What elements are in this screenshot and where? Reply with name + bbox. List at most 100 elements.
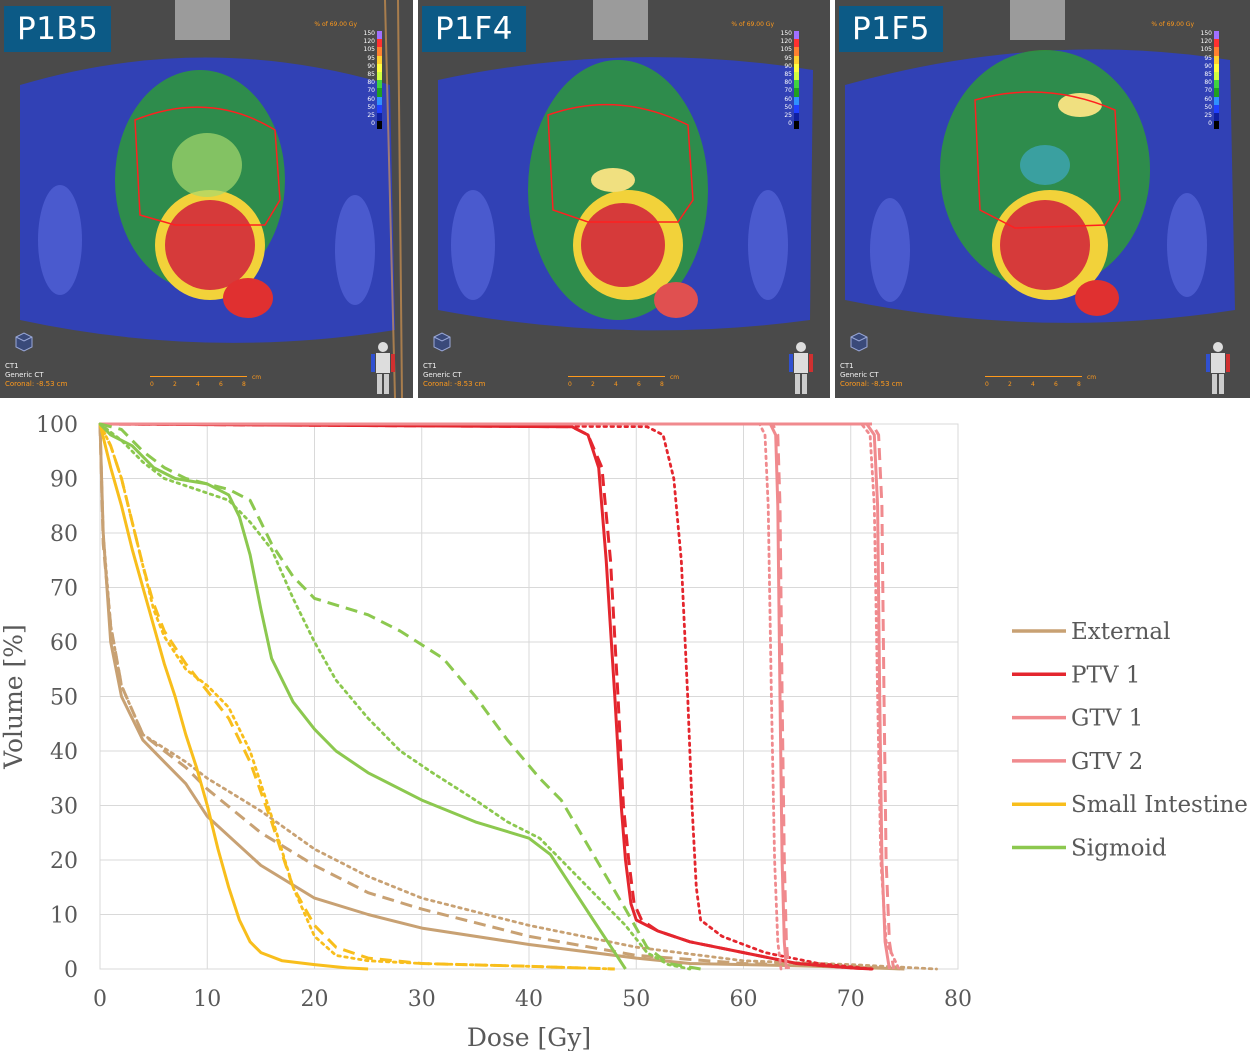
colorbar-level: 25 [367, 112, 375, 120]
dose-header: % of 69.00 Gy [1151, 21, 1194, 28]
ct-info: CT1 Generic CT Coronal: -8.53 cm [840, 362, 903, 388]
colorbar-swatch [377, 88, 382, 97]
orientation-cube-icon[interactable] [847, 330, 869, 352]
ct-info: CT1 Generic CT Coronal: -8.53 cm [423, 362, 486, 388]
y-tick-label: 0 [64, 958, 78, 983]
scale-tick: 2 [591, 381, 595, 388]
ct-panel-p1f5: P1F5 % of 69.00 Gy 150 120 105 95 90 85 80 70 60… [835, 0, 1250, 398]
y-tick-label: 90 [50, 468, 78, 493]
panel-title: P1B5 [4, 6, 112, 52]
scale-tick: 6 [219, 381, 223, 388]
dvh-line-ptv-1-p1f5 [98, 422, 874, 971]
y-tick-label: 20 [50, 849, 78, 874]
colorbar-level: 60 [367, 95, 375, 103]
colorbar-level: 50 [784, 103, 792, 111]
scale-tick: 8 [242, 381, 246, 388]
ct-panel-p1f4: P1F4 % of 69.00 Gy 150 120 105 95 90 85 80 70 60… [418, 0, 830, 398]
colorbar-swatch [377, 55, 382, 64]
colorbar-level: 60 [1204, 95, 1212, 103]
legend-label: PTV 1 [1071, 662, 1140, 688]
colorbar-swatch [1214, 63, 1219, 72]
legend-label: Small Intestine [1071, 792, 1248, 818]
scale-tick: 0 [568, 381, 572, 388]
colorbar-swatch [1214, 80, 1219, 89]
scale-tick: 4 [614, 381, 618, 388]
ct-info: CT1 Generic CT Coronal: -8.53 cm [5, 362, 68, 388]
panel-title: P1F4 [422, 6, 526, 52]
scale-tick: 0 [985, 381, 989, 388]
dvh-line-gtv-2-p1f5 [98, 422, 901, 971]
colorbar-swatch [794, 71, 799, 81]
scale-line [568, 376, 665, 377]
x-tick-label: 0 [93, 987, 107, 1012]
colorbar-swatch [1214, 71, 1219, 81]
scale-unit: cm [1087, 374, 1097, 381]
scale-line [150, 376, 247, 377]
colorbar-swatch [377, 121, 382, 130]
y-tick-label: 100 [36, 413, 78, 438]
chart-axes: 0 10 20 30 40 50 60 70 80 0 10 20 30 40 50 60 70 80 90 100 D… [0, 413, 972, 1051]
ct-dose-image [835, 0, 1250, 398]
x-tick-label: 50 [622, 987, 650, 1012]
dvh-chart: 0 10 20 30 40 50 60 70 80 0 10 20 30 40 50 60 70 80 90 100 D… [0, 413, 1248, 1051]
scale-bar: 0 2 4 6 8 cm [568, 374, 708, 390]
chart-series [98, 422, 938, 971]
legend-label: GTV 1 [1071, 706, 1143, 732]
orientation-cube-icon[interactable] [12, 330, 34, 352]
scale-unit: cm [252, 374, 262, 381]
colorbar-swatch [794, 104, 799, 113]
colorbar-level: 120 [780, 38, 792, 46]
colorbar-level: 0 [1208, 120, 1212, 128]
scale-line [985, 376, 1082, 377]
dose-header: % of 69.00 Gy [731, 21, 774, 28]
colorbar-level: 90 [367, 62, 375, 70]
colorbar-swatch [794, 121, 799, 130]
scale-tick: 2 [173, 381, 177, 388]
colorbar-level: 85 [784, 71, 792, 79]
patient-orientation-icon [1206, 342, 1230, 394]
colorbar-level: 85 [1204, 71, 1212, 79]
colorbar-swatch [377, 80, 382, 89]
colorbar-level: 70 [1204, 87, 1212, 95]
colorbar-swatch [377, 31, 382, 40]
scale-tick: 4 [1031, 381, 1035, 388]
colorbar-level: 105 [363, 46, 375, 54]
y-axis-label: Volume [%] [0, 624, 28, 770]
y-tick-label: 80 [50, 522, 78, 547]
dvh-line-gtv-1-p1f5 [98, 422, 783, 971]
colorbar-level: 60 [784, 95, 792, 103]
y-tick-label: 60 [50, 631, 78, 656]
dvh-line-external-p1b5 [98, 423, 905, 971]
chart-grid [99, 423, 959, 970]
chart-legend: External PTV 1 GTV 1 GTV 2 Small Intestine Si… [1012, 619, 1248, 862]
colorbar-swatch [794, 112, 799, 122]
ct-dose-image [418, 0, 830, 398]
colorbar-swatch [377, 112, 382, 122]
colorbar-labels: 150 120 105 95 90 85 80 70 60 50 25 0 [1201, 30, 1212, 128]
colorbar-labels: 150 120 105 95 90 85 80 70 60 50 25 0 [781, 30, 792, 128]
dvh-line-ptv-1-p1f4 [99, 422, 873, 971]
y-tick-label: 30 [50, 795, 78, 820]
dvh-line-sigmoid-p1b5 [98, 422, 627, 970]
colorbar-level: 80 [784, 79, 792, 87]
scale-tick: 6 [1054, 381, 1058, 388]
x-tick-label: 60 [730, 987, 758, 1012]
colorbar-level: 95 [367, 54, 375, 62]
y-tick-label: 70 [50, 577, 78, 602]
dvh-line-small-intestine-p1f5 [98, 422, 617, 971]
dose-header: % of 69.00 Gy [314, 21, 357, 28]
orientation-cube-icon[interactable] [430, 330, 452, 352]
colorbar-swatch [794, 55, 799, 64]
dvh-line-sigmoid-p1f4 [99, 422, 701, 971]
colorbar-level: 80 [367, 79, 375, 87]
x-axis-label: Dose [Gy] [467, 1023, 591, 1051]
colorbar-swatch [1214, 112, 1219, 122]
colorbar-swatch [794, 39, 799, 48]
colorbar-swatch [377, 47, 382, 56]
colorbar-swatch [1214, 88, 1219, 97]
dose-colorbar [1214, 31, 1219, 130]
colorbar-level: 120 [1200, 38, 1212, 46]
x-tick-label: 30 [408, 987, 436, 1012]
colorbar-level: 70 [784, 87, 792, 95]
colorbar-level: 105 [1200, 46, 1212, 54]
